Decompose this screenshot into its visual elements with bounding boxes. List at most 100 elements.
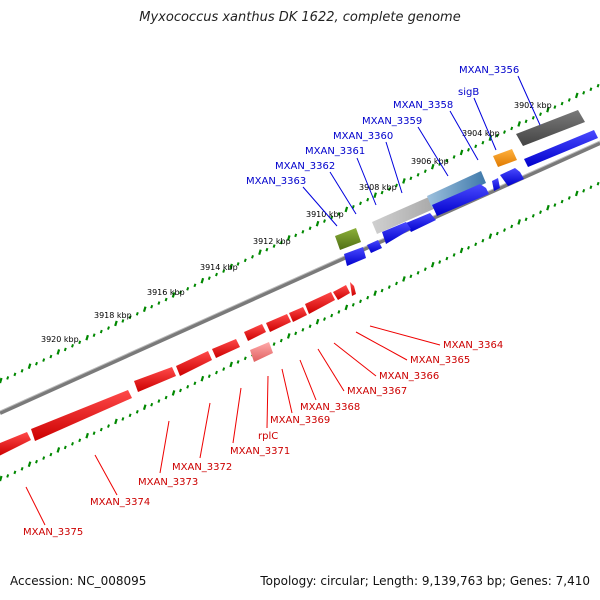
feature-olive[interactable]	[335, 228, 361, 250]
gc-tick-inner	[546, 204, 550, 211]
gene-arrow-sigB[interactable]	[500, 168, 524, 186]
accession-text: Accession: NC_008095	[10, 574, 147, 588]
gene-arrow-MXAN_3374[interactable]	[0, 432, 31, 456]
gc-tick-inner	[294, 331, 298, 336]
gene-arrow-MXAN_3358[interactable]	[492, 178, 500, 191]
gc-tick-inner	[107, 424, 110, 428]
gc-tick-inner	[243, 356, 247, 361]
gc-tick-inner	[13, 470, 17, 475]
gc-tick-inner	[6, 474, 10, 478]
gc-tick-inner	[35, 459, 38, 464]
leader-line-reverse	[355, 331, 408, 361]
gene-label-MXAN_3358[interactable]: MXAN_3358	[393, 100, 453, 111]
gene-label-MXAN_3369[interactable]: MXAN_3369	[270, 415, 330, 426]
gc-tick-inner	[430, 261, 435, 268]
gene-arrow-MXAN_3373[interactable]	[31, 390, 132, 441]
scale-label: 3912 kbp	[253, 237, 291, 246]
gene-arrow-MXAN_3363[interactable]	[344, 247, 366, 266]
gene-label-MXAN_3362[interactable]: MXAN_3362	[275, 161, 335, 172]
feature-steel-blue[interactable]	[427, 171, 486, 208]
gc-skew-ticks-inner	[0, 181, 600, 482]
gene-arrow-MXAN_3367[interactable]	[266, 314, 291, 332]
gc-tick-inner	[92, 431, 96, 435]
gene-label-MXAN_3359[interactable]: MXAN_3359	[362, 116, 422, 127]
gene-arrow-MXAN_3359[interactable]	[432, 184, 489, 216]
gc-tick-outer	[582, 90, 586, 95]
feature-dark-gray[interactable]	[516, 110, 585, 146]
gene-label-MXAN_3365[interactable]: MXAN_3365	[410, 355, 470, 366]
gene-label-rplC[interactable]: rplC	[258, 431, 278, 442]
gc-tick-outer	[510, 126, 514, 131]
gc-tick-inner	[373, 290, 377, 296]
reverse-gene-track	[0, 282, 356, 456]
gc-tick-inner	[560, 199, 564, 204]
gene-arrow-MXAN_3360[interactable]	[406, 213, 436, 232]
gc-tick-outer	[560, 101, 564, 106]
gene-arrow-MXAN_3372[interactable]	[134, 367, 176, 392]
gene-arrow-MXAN_3365[interactable]	[305, 292, 335, 314]
gc-tick-inner	[20, 466, 24, 471]
gene-arrow-rplC[interactable]	[250, 342, 273, 362]
gc-tick-inner	[553, 203, 557, 207]
gene-label-MXAN_3373[interactable]: MXAN_3373	[138, 477, 198, 488]
genome-summary-text: Topology: circular; Length: 9,139,763 bp…	[260, 574, 590, 588]
gc-tick-inner	[315, 318, 320, 325]
gc-tick-outer	[200, 277, 205, 284]
gene-label-MXAN_3375[interactable]: MXAN_3375	[23, 527, 83, 538]
gc-tick-inner	[157, 399, 161, 403]
feature-light-gray[interactable]	[372, 196, 436, 234]
gene-label-MXAN_3363[interactable]: MXAN_3363	[246, 176, 306, 187]
gene-label-MXAN_3356[interactable]: MXAN_3356	[459, 65, 519, 76]
gc-skew-ticks-outer	[0, 83, 600, 384]
gene-arrow-MXAN_3366[interactable]	[289, 307, 307, 322]
gc-tick-outer	[359, 201, 362, 206]
gene-arrow-MXAN_3369[interactable]	[212, 339, 240, 358]
gene-label-MXAN_3364[interactable]: MXAN_3364	[443, 340, 503, 351]
gc-tick-inner	[387, 285, 391, 289]
gc-tick-outer	[517, 121, 521, 127]
gc-tick-inner	[142, 404, 147, 411]
gc-tick-inner	[272, 342, 276, 346]
gc-tick-outer	[308, 226, 312, 231]
gene-label-leaders	[25, 75, 541, 526]
gc-tick-inner	[380, 288, 384, 293]
gc-tick-outer	[6, 376, 10, 380]
gc-tick-inner	[85, 432, 89, 439]
gene-label-MXAN_3371[interactable]: MXAN_3371	[230, 446, 290, 457]
gc-tick-outer	[380, 190, 384, 195]
gc-tick-outer	[142, 306, 147, 313]
gene-label-MXAN_3372[interactable]: MXAN_3372	[172, 462, 232, 473]
scale-label: 3910 kbp	[306, 210, 344, 219]
gc-tick-inner	[200, 375, 205, 382]
feature-orange[interactable]	[493, 149, 517, 167]
gc-tick-inner	[279, 338, 283, 343]
leader-line-reverse	[266, 375, 269, 429]
gc-tick-inner	[42, 456, 46, 460]
gene-arrow-MXAN_3362[interactable]	[367, 240, 382, 253]
gc-tick-outer	[481, 140, 485, 145]
leader-line-reverse	[281, 368, 293, 414]
gc-tick-inner	[323, 317, 326, 321]
gene-arrow-MXAN_3368[interactable]	[244, 324, 266, 341]
gc-tick-inner	[596, 181, 600, 186]
gene-label-MXAN_3360[interactable]: MXAN_3360	[333, 131, 393, 142]
gene-label-MXAN_3361[interactable]: MXAN_3361	[305, 146, 365, 157]
gc-tick-outer	[344, 206, 349, 213]
gene-label-MXAN_3367[interactable]: MXAN_3367	[347, 386, 407, 397]
gc-tick-inner	[193, 381, 197, 386]
gene-label-MXAN_3374[interactable]: MXAN_3374	[90, 497, 150, 508]
gc-tick-outer	[0, 377, 3, 384]
gc-tick-inner	[531, 213, 535, 218]
gene-label-sigB[interactable]: sigB	[458, 87, 479, 98]
gene-arrow-MXAN_3364[interactable]	[333, 285, 350, 300]
gene-label-MXAN_3366[interactable]: MXAN_3366	[379, 371, 439, 382]
leader-line-reverse	[369, 325, 441, 346]
gene-arrow-MXAN_3364b[interactable]	[350, 282, 356, 296]
gene-label-MXAN_3368[interactable]: MXAN_3368	[300, 402, 360, 413]
gene-arrow-MXAN_3356[interactable]	[524, 130, 598, 167]
gene-arrow-MXAN_3371[interactable]	[176, 351, 212, 376]
gc-tick-outer	[27, 363, 32, 370]
gc-tick-outer	[553, 105, 557, 109]
gene-arrow-MXAN_3361[interactable]	[382, 222, 411, 244]
